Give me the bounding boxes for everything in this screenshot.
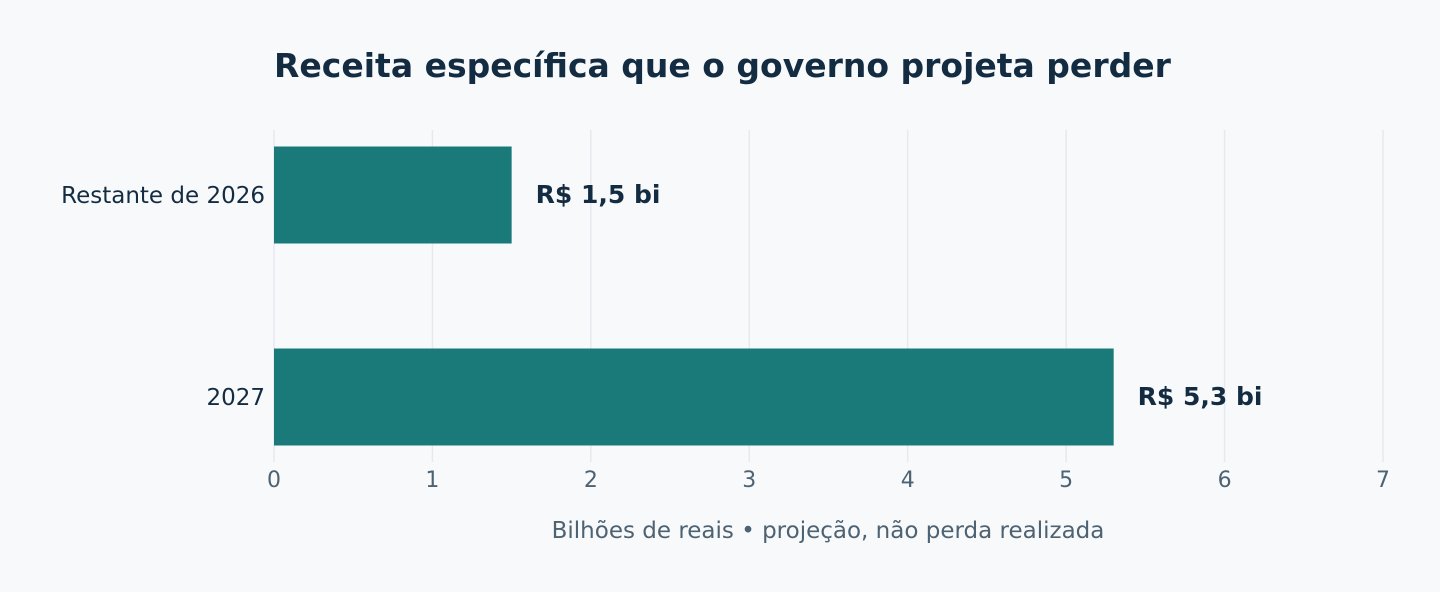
data-label-1: R$ 5,3 bi <box>1138 382 1263 411</box>
bar-1 <box>274 348 1114 446</box>
data-label-0: R$ 1,5 bi <box>536 180 661 209</box>
x-tick-label-5: 5 <box>1059 468 1073 493</box>
category-label-0: Restante de 2026 <box>61 183 265 209</box>
chart-title: Receita específica que o governo projeta… <box>274 46 1172 85</box>
x-tick-label-7: 7 <box>1376 468 1390 493</box>
bars <box>274 146 1114 446</box>
x-axis-ticks: 0 1 2 3 4 5 6 7 <box>267 468 1390 493</box>
x-tick-label-2: 2 <box>584 468 598 493</box>
x-axis-label: Bilhões de reais • projeção, não perda r… <box>552 518 1105 544</box>
x-tick-label-0: 0 <box>267 468 281 493</box>
data-labels: R$ 1,5 bi R$ 5,3 bi <box>536 180 1263 411</box>
bar-0 <box>274 146 512 244</box>
x-tick-label-4: 4 <box>901 468 915 493</box>
category-labels: Restante de 2026 2027 <box>61 183 265 411</box>
x-tick-label-1: 1 <box>425 468 439 493</box>
x-tick-label-3: 3 <box>742 468 756 493</box>
category-label-1: 2027 <box>206 385 265 411</box>
x-tick-label-6: 6 <box>1218 468 1232 493</box>
